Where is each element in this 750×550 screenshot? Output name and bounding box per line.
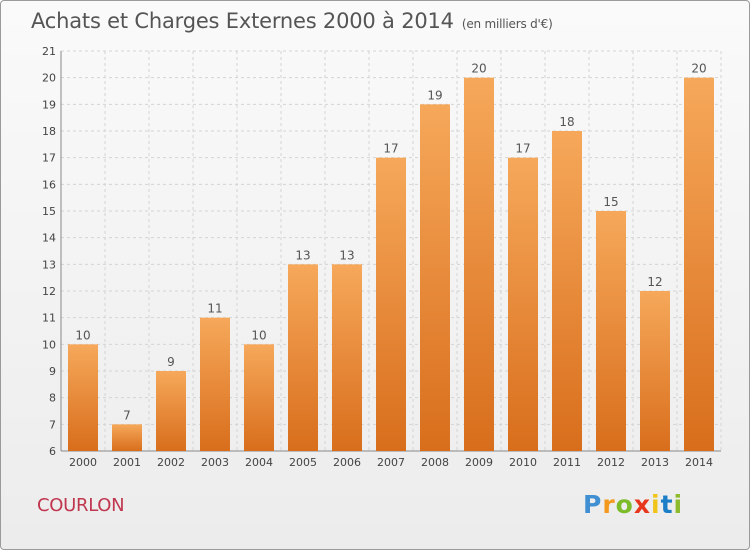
value-label-2004: 10 <box>251 328 266 342</box>
x-tick-label-2012: 2012 <box>597 456 625 469</box>
value-label-2007: 17 <box>383 142 398 156</box>
value-label-2010: 17 <box>515 142 530 156</box>
proxiti-logo: Proxiti <box>583 490 684 519</box>
value-label-2009: 20 <box>471 62 486 76</box>
value-label-2012: 15 <box>603 195 618 209</box>
x-tick-label-2006: 2006 <box>333 456 361 469</box>
y-tick-label: 20 <box>42 72 56 85</box>
title-text: Achats et Charges Externes 2000 à 2014 <box>31 9 454 33</box>
axis-layer: 6 7 8 9 10 11 12 13 14 15 16 17 18 19 20 21 2000 2001 2002… <box>42 45 721 469</box>
bar-2008 <box>420 104 450 451</box>
x-tick-label-2010: 2010 <box>509 456 537 469</box>
label-layer: 10 7 9 11 10 13 13 17 19 20 17 18 15 12 20 <box>75 62 706 423</box>
bar-2007 <box>376 157 406 451</box>
x-tick-label-2009: 2009 <box>465 456 493 469</box>
y-tick-label: 8 <box>49 392 56 405</box>
y-tick-label: 12 <box>42 285 56 298</box>
value-label-2002: 9 <box>167 355 175 369</box>
y-tick-label: 13 <box>42 258 56 271</box>
y-tick-label: 16 <box>42 178 56 191</box>
bar-2000 <box>68 344 98 451</box>
bar-2001 <box>112 424 142 451</box>
bar-2013 <box>640 291 670 451</box>
chart-title: Achats et Charges Externes 2000 à 2014 (e… <box>31 9 553 33</box>
bar-2011 <box>552 131 582 451</box>
y-tick-label: 10 <box>42 338 56 351</box>
y-tick-label: 9 <box>49 365 56 378</box>
bar-2003 <box>200 317 230 451</box>
x-tick-label-2011: 2011 <box>553 456 581 469</box>
bar-2009 <box>464 77 494 452</box>
x-tick-label-2013: 2013 <box>641 456 669 469</box>
y-tick-label: 17 <box>42 152 56 165</box>
y-tick-label: 15 <box>42 205 56 218</box>
bar-2014 <box>684 77 714 452</box>
bar-layer <box>68 77 714 452</box>
value-label-2001: 7 <box>123 408 131 422</box>
x-tick-label-2000: 2000 <box>69 456 97 469</box>
bar-2004 <box>244 344 274 451</box>
y-tick-label: 14 <box>42 232 56 245</box>
y-tick-label: 11 <box>42 312 56 325</box>
value-label-2003: 11 <box>207 302 222 316</box>
y-tick-label: 18 <box>42 125 56 138</box>
bar-2012 <box>596 211 626 451</box>
value-label-2011: 18 <box>559 115 574 129</box>
x-tick-label-2003: 2003 <box>201 456 229 469</box>
value-label-2005: 13 <box>295 248 310 262</box>
y-tick-label: 19 <box>42 98 56 111</box>
y-tick-label: 21 <box>42 45 56 58</box>
x-tick-label-2007: 2007 <box>377 456 405 469</box>
value-label-2006: 13 <box>339 248 354 262</box>
unit-text: (en milliers d'€) <box>461 17 553 31</box>
x-tick-label-2002: 2002 <box>157 456 185 469</box>
bar-2006 <box>332 264 362 451</box>
x-tick-label-2001: 2001 <box>113 456 141 469</box>
x-tick-label-2014: 2014 <box>685 456 713 469</box>
value-label-2014: 20 <box>691 62 706 76</box>
x-tick-label-2008: 2008 <box>421 456 449 469</box>
y-tick-label: 6 <box>49 445 56 458</box>
x-tick-label-2004: 2004 <box>245 456 273 469</box>
value-label-2000: 10 <box>75 328 90 342</box>
bar-2005 <box>288 264 318 451</box>
x-tick-label-2005: 2005 <box>289 456 317 469</box>
value-label-2008: 19 <box>427 88 442 102</box>
place-name: COURLON <box>37 495 125 516</box>
value-label-2013: 12 <box>647 275 662 289</box>
y-tick-label: 7 <box>49 418 56 431</box>
bar-2010 <box>508 157 538 451</box>
bar-2002 <box>156 371 186 451</box>
